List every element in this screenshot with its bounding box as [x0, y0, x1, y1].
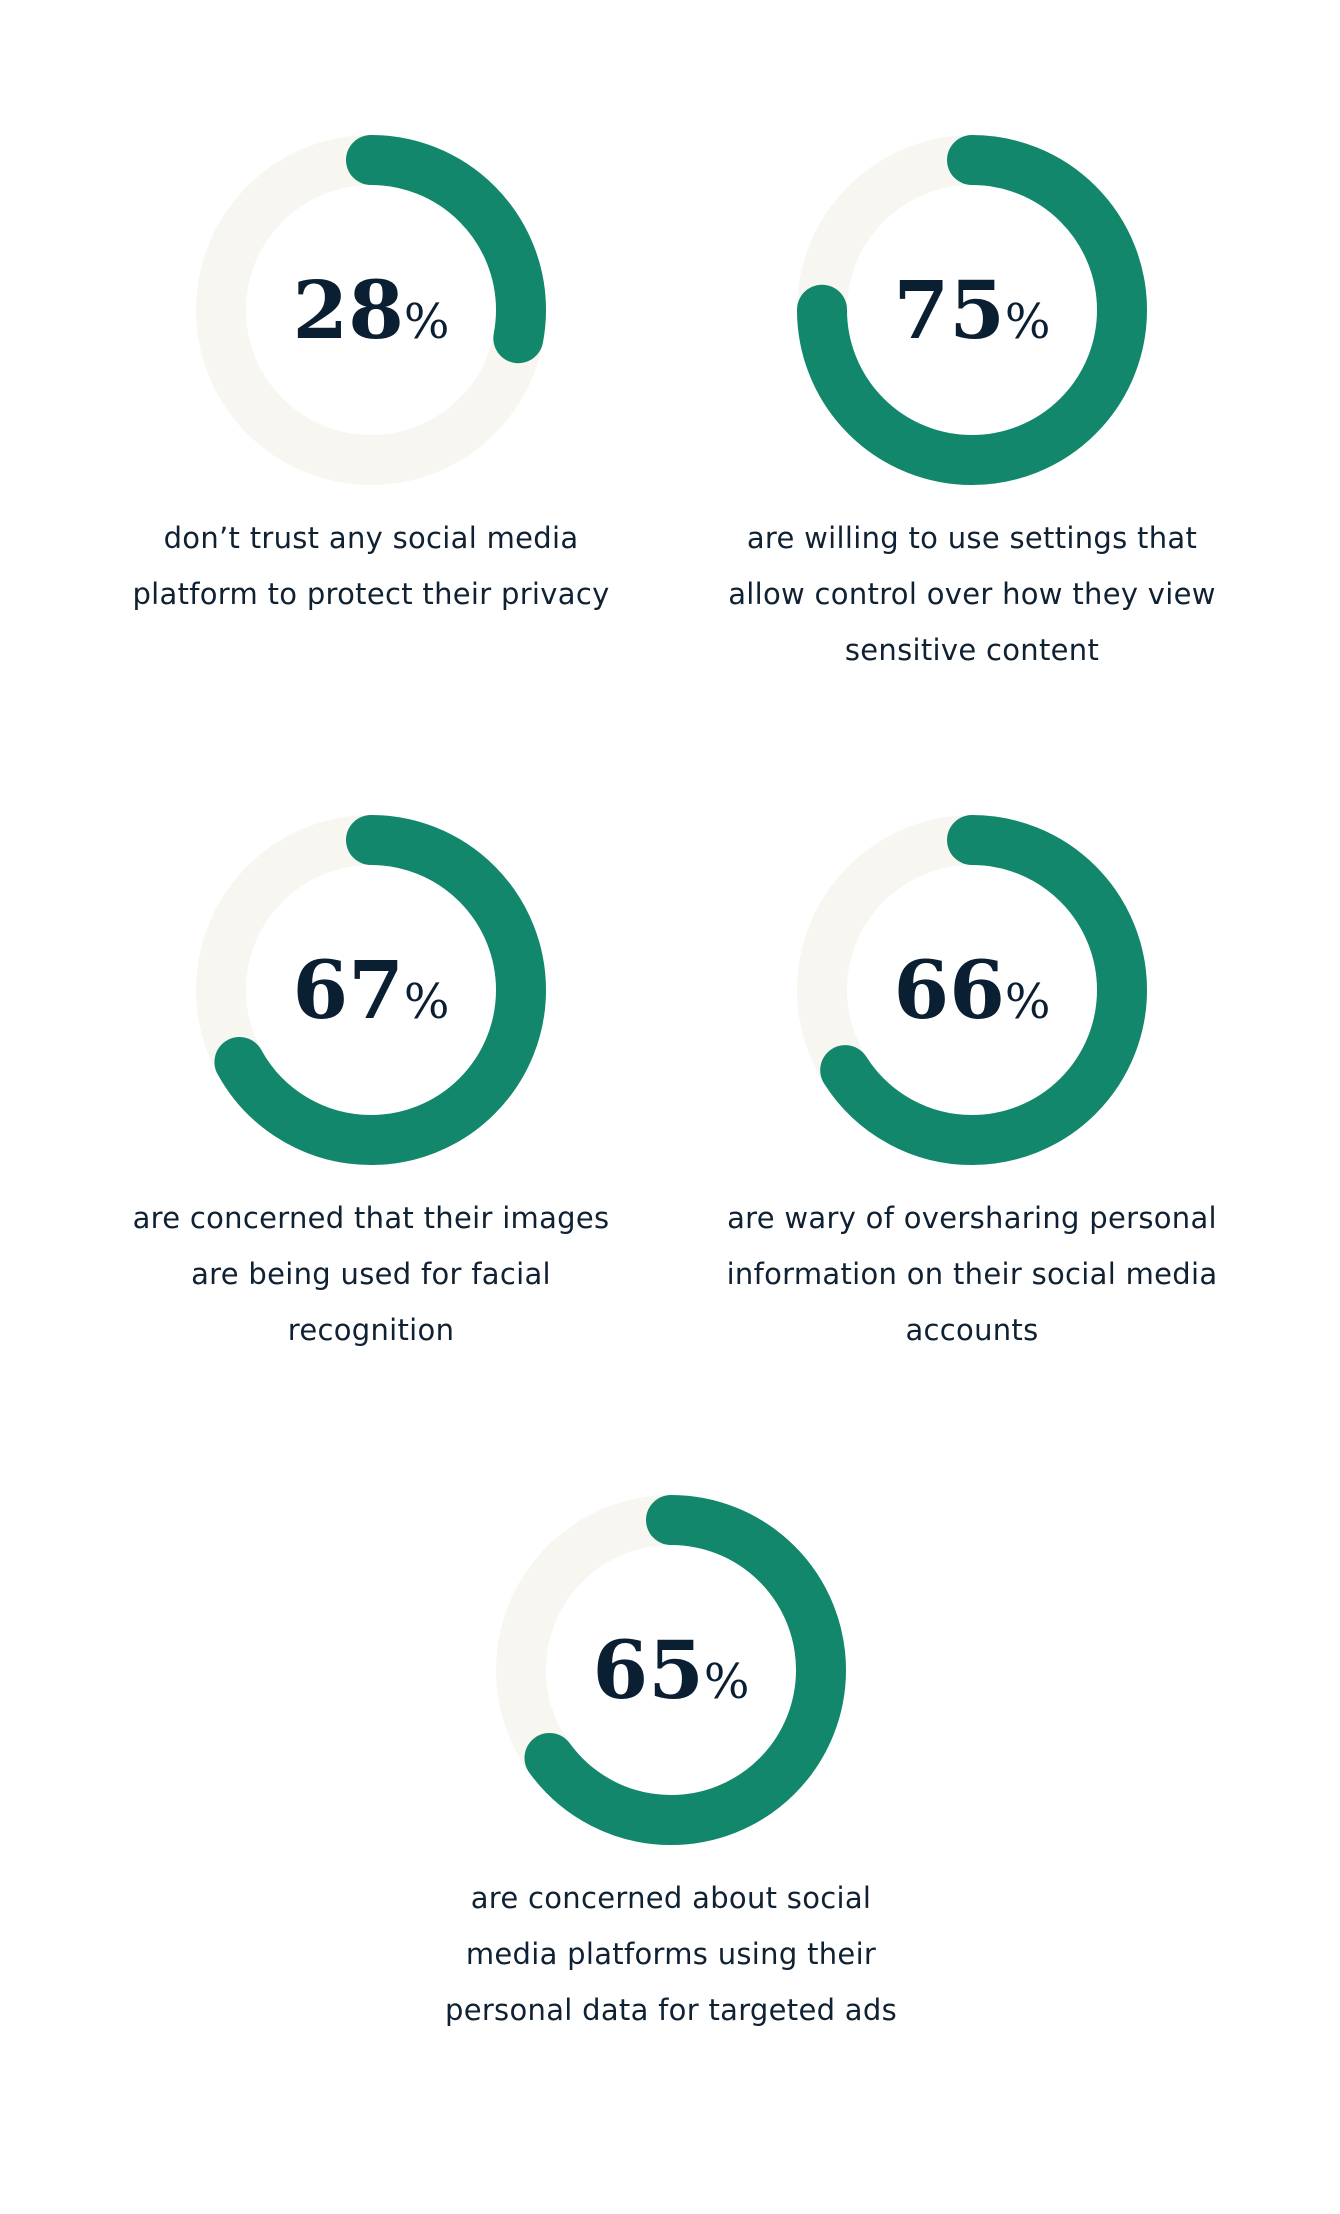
caption-line: recognition [287, 1313, 455, 1347]
stat-caption: are willing to use settings that allow co… [692, 510, 1252, 678]
caption-line: allow control over how they view [728, 577, 1216, 611]
caption-line: sensitive content [844, 633, 1100, 667]
percentage-unit: % [404, 974, 450, 1030]
percentage-value: 75 [894, 263, 1005, 357]
stat-caption: are concerned that their images are being… [91, 1190, 651, 1358]
donut-value-arc [196, 135, 546, 485]
donut-chart: 67% [196, 815, 546, 1165]
caption-line: are being used for facial [191, 1257, 551, 1291]
percentage-unit: % [1005, 974, 1051, 1030]
percentage-label: 67% [293, 943, 450, 1037]
stat-card: 75% are willing to use settings that allow… [692, 130, 1252, 678]
percentage-label: 66% [894, 943, 1051, 1037]
donut-chart: 66% [797, 815, 1147, 1165]
donut-value-arc [797, 815, 1147, 1165]
percentage-value: 67 [293, 943, 404, 1037]
donut-value-arc [196, 815, 546, 1165]
caption-line: personal data for targeted ads [444, 1993, 897, 2027]
stat-card: 65% are concerned about social media platf… [391, 1490, 951, 2038]
stat-card: 28% don’t trust any social media platform … [91, 130, 651, 622]
caption-line: are concerned about social [470, 1881, 872, 1915]
caption-line: don’t trust any social media [163, 521, 579, 555]
percentage-value: 28 [293, 263, 404, 357]
percentage-value: 65 [593, 1623, 704, 1717]
stat-card: 67% are concerned that their images are be… [91, 810, 651, 1358]
donut-value-arc [797, 135, 1147, 485]
percentage-value: 66 [894, 943, 1005, 1037]
caption-line: are willing to use settings that [746, 521, 1198, 555]
caption-line: are wary of oversharing personal [727, 1201, 1217, 1235]
percentage-label: 28% [293, 263, 450, 357]
percentage-label: 65% [593, 1623, 750, 1717]
caption-line: are concerned that their images [132, 1201, 610, 1235]
caption-line: media platforms using their [465, 1937, 877, 1971]
stat-caption: don’t trust any social media platform to … [91, 510, 651, 622]
percentage-unit: % [1005, 294, 1051, 350]
stat-caption: are wary of oversharing personal informat… [692, 1190, 1252, 1358]
caption-line: information on their social media [726, 1257, 1218, 1291]
donut-chart: 75% [797, 135, 1147, 485]
percentage-unit: % [404, 294, 450, 350]
caption-line: accounts [905, 1313, 1039, 1347]
donut-chart: 65% [496, 1495, 846, 1845]
percentage-unit: % [704, 1654, 750, 1710]
donut-chart: 28% [196, 135, 546, 485]
donut-value-arc [496, 1495, 846, 1845]
stat-card: 66% are wary of oversharing personal infor… [692, 810, 1252, 1358]
stat-caption: are concerned about social media platform… [391, 1870, 951, 2038]
percentage-label: 75% [894, 263, 1051, 357]
caption-line: platform to protect their privacy [132, 577, 610, 611]
